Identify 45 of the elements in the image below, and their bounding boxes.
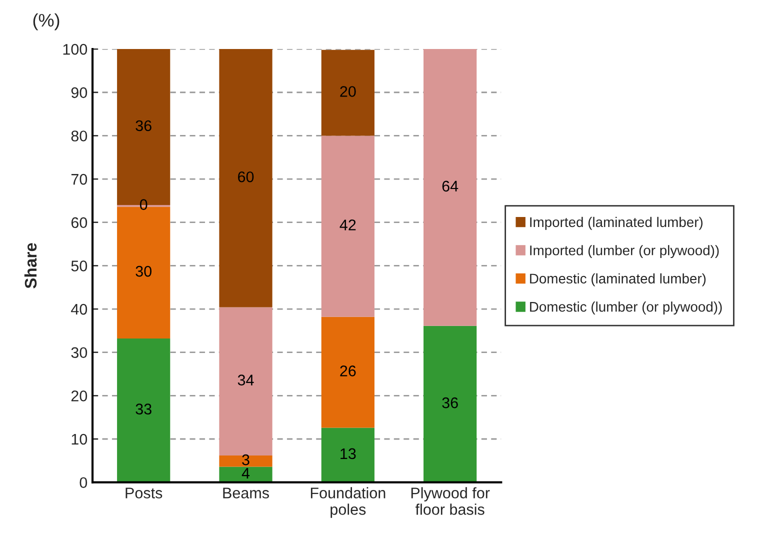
bar <box>321 316 374 428</box>
bar <box>321 136 374 317</box>
data-label: 60 <box>238 171 254 182</box>
bar <box>219 307 272 456</box>
data-label: 4 <box>242 468 250 478</box>
data-label: 26 <box>340 366 356 376</box>
y-tick-label: 30 <box>71 347 88 358</box>
x-tick-label: Foundation poles <box>310 487 386 518</box>
bar <box>321 428 374 482</box>
bar <box>219 455 272 467</box>
legend-label: Domestic (laminated lumber) <box>530 273 706 286</box>
data-label: 30 <box>136 266 152 277</box>
y-tick-label: 0 <box>80 477 88 488</box>
text: (%) <box>33 13 60 30</box>
bar <box>117 338 170 482</box>
data-label: 33 <box>136 404 152 414</box>
data-label: 64 <box>442 180 458 192</box>
data-label: 34 <box>238 374 254 386</box>
y-tick-label: 10 <box>72 434 88 445</box>
bar <box>424 49 477 326</box>
bar <box>219 466 272 482</box>
y-tick-label: 80 <box>71 130 88 142</box>
x-tick-label: Posts <box>126 488 162 498</box>
data-label: 36 <box>442 397 458 408</box>
y-tick-label: 100 <box>63 44 88 55</box>
bar <box>424 326 477 482</box>
y-tick-label: 50 <box>71 260 88 272</box>
bar <box>321 50 374 136</box>
y-tick-label: 90 <box>71 87 88 98</box>
data-label: 3 <box>242 454 250 466</box>
data-label: 20 <box>340 86 356 97</box>
data-label: 42 <box>340 220 356 230</box>
y-tick-label: 20 <box>71 390 88 402</box>
legend-label: Domestic (lumber (or plywood)) <box>530 302 722 314</box>
x-tick-label: Plywood for floor basis <box>411 487 490 515</box>
y-tick-label: 60 <box>71 217 88 228</box>
y-tick-label: 70 <box>71 174 88 185</box>
y-axis-title: Share <box>24 243 37 288</box>
x-tick-label: Beams <box>223 488 269 498</box>
y-tick-label: 40 <box>71 304 88 315</box>
bar <box>219 49 272 308</box>
data-label: 13 <box>340 448 356 460</box>
data-label: 36 <box>136 120 152 132</box>
legend-label: Imported (lumber (or plywood)) <box>530 245 719 258</box>
legend-label: Imported (laminated lumber) <box>530 216 703 230</box>
